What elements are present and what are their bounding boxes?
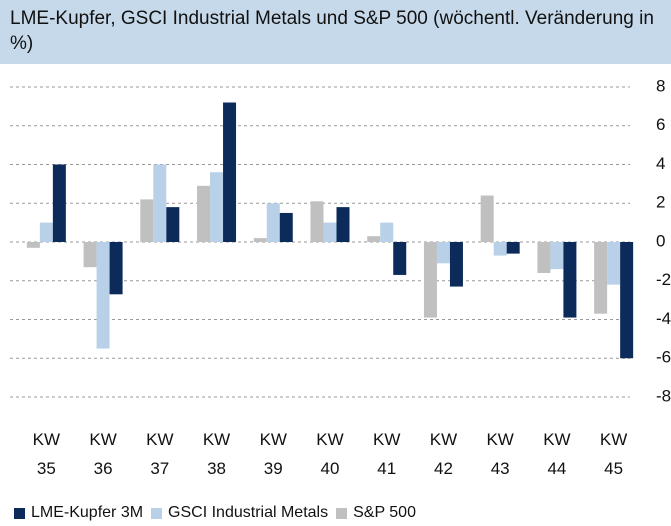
legend-swatch: [336, 507, 348, 519]
bar: [140, 199, 154, 242]
bar: [266, 203, 280, 242]
bar: [537, 242, 551, 273]
legend-label: GSCI Industrial Metals: [168, 504, 329, 521]
x-tick-label: KW 41: [373, 430, 401, 478]
bar: [393, 242, 407, 275]
bar: [336, 207, 350, 242]
x-tick-label: KW 42: [429, 430, 458, 478]
bar: [620, 242, 634, 359]
x-tick-label: KW 39: [259, 430, 287, 478]
y-tick-label: 6: [656, 115, 665, 134]
bar: [96, 242, 110, 349]
x-tick-label: KW 35: [32, 430, 61, 478]
bar: [449, 242, 463, 287]
chart-title: LME-Kupfer, GSCI Industrial Metals und S…: [0, 0, 671, 64]
y-tick-label: 8: [656, 76, 665, 95]
y-tick-label: -6: [656, 348, 671, 367]
y-tick-label: 2: [656, 193, 665, 212]
y-tick-label: 4: [656, 154, 665, 173]
bar: [223, 102, 237, 242]
x-tick-label: KW 45: [599, 430, 628, 478]
bar: [550, 242, 564, 270]
x-tick-label: KW 38: [202, 430, 231, 478]
bar: [253, 238, 267, 242]
bar: [480, 195, 494, 242]
bar: [26, 242, 40, 248]
x-tick-label: KW 44: [543, 430, 571, 478]
bar: [166, 207, 180, 242]
legend-label: S&P 500: [353, 504, 416, 521]
bar: [506, 242, 520, 254]
legend-swatch: [14, 507, 25, 519]
legend: LME-Kupfer 3M GSCI Industrial Metals S&P 5…: [6, 504, 416, 522]
bar: [423, 242, 437, 318]
bar: [109, 242, 123, 295]
y-tick-label: 0: [656, 231, 665, 250]
x-tick-label: KW 40: [316, 430, 344, 478]
bar: [52, 164, 66, 242]
bar: [380, 222, 394, 242]
bar: [493, 242, 507, 256]
bar: [39, 222, 53, 242]
bar: [323, 222, 337, 242]
y-tick-label: -8: [656, 386, 671, 405]
bar: [594, 242, 608, 314]
x-tick-label: KW 43: [486, 430, 514, 478]
bar: [153, 164, 167, 242]
x-tick-label: KW 36: [89, 430, 117, 478]
bar: [83, 242, 97, 268]
y-tick-label: -2: [656, 270, 671, 289]
bar: [197, 185, 211, 242]
bar: [563, 242, 577, 318]
y-tick-label: -4: [656, 309, 671, 328]
x-tick-label: KW 37: [146, 430, 174, 478]
bar: [210, 172, 224, 242]
bar: [367, 236, 381, 242]
legend-label: LME-Kupfer 3M: [31, 504, 144, 521]
bar: [607, 242, 621, 285]
legend-swatch: [151, 507, 163, 519]
bar: [279, 212, 293, 242]
bar: [310, 201, 324, 242]
bar: [436, 242, 450, 264]
